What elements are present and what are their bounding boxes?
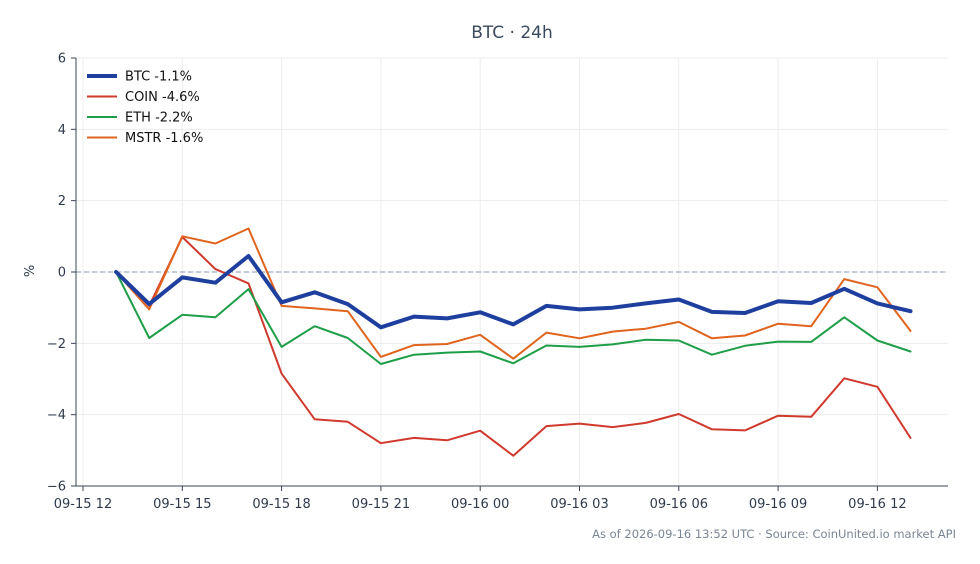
x-tick-label: 09-16 00 [451,497,509,512]
series-line-3 [115,227,912,360]
legend-label-2: ETH -2.2% [125,111,193,126]
x-tick-label: 09-16 06 [650,497,708,512]
y-axis-label: % [23,265,38,277]
legend-label-3: MSTR -1.6% [125,131,203,146]
y-tick-label: 6 [58,52,66,67]
y-tick-label: 0 [58,266,66,281]
y-axis-ticks: −6 −4 −2 0 2 4 6 [47,52,76,495]
x-tick-label: 09-15 15 [153,497,211,512]
x-tick-label: 09-16 12 [848,497,906,512]
series-line-0 [114,254,913,330]
series-line-1 [115,236,912,457]
x-tick-label: 09-15 18 [252,497,310,512]
y-tick-label: 4 [58,123,66,138]
series-lines [114,227,913,457]
series-line-2 [115,271,912,365]
x-tick-label: 09-15 21 [352,497,410,512]
x-tick-label: 09-16 09 [749,497,807,512]
y-tick-label: −6 [47,480,66,495]
legend-label-1: COIN -4.6% [125,90,200,105]
y-tick-label: −2 [47,337,66,352]
y-tick-label: −4 [47,408,66,423]
x-tick-label: 09-16 03 [550,497,608,512]
chart-title: BTC · 24h [471,23,553,43]
x-axis-ticks: 09-15 12 09-15 15 09-15 18 09-15 21 09-16 00… [54,486,907,512]
legend: BTC -1.1% COIN -4.6% ETH -2.2% MSTR -1.6% [87,70,203,146]
legend-label-0: BTC -1.1% [125,70,192,85]
x-tick-label: 09-15 12 [54,497,112,512]
y-tick-label: 2 [58,194,66,209]
footer-source: As of 2026-09-16 13:52 UTC · Source: Coi… [592,527,956,541]
